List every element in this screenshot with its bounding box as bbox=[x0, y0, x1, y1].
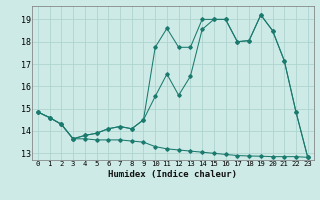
X-axis label: Humidex (Indice chaleur): Humidex (Indice chaleur) bbox=[108, 170, 237, 179]
